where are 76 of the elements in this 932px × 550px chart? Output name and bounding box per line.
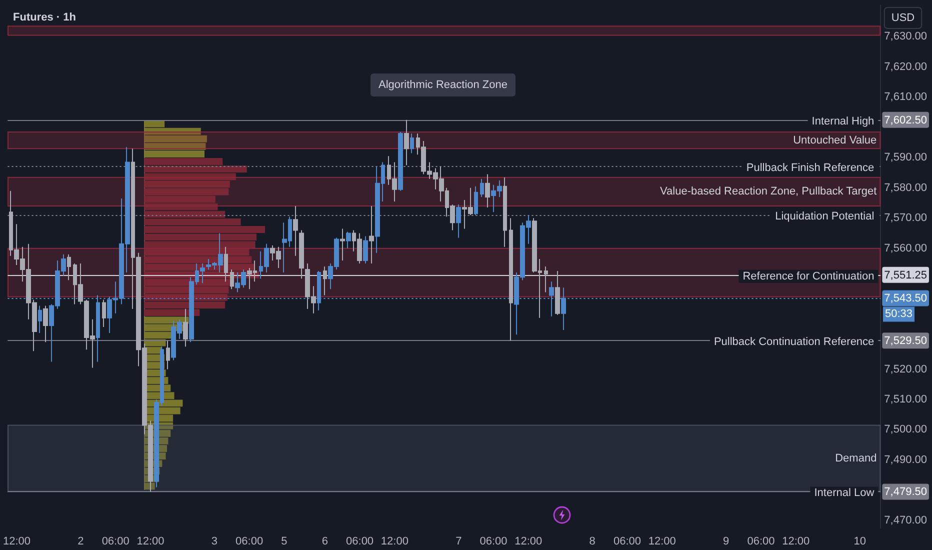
x-tick-label: 3 xyxy=(211,536,218,548)
x-tick-label: 7 xyxy=(456,536,462,548)
x-tick-label: 12:00 xyxy=(514,536,542,548)
x-tick-label: 12:00 xyxy=(380,536,408,548)
y-tick-label: 7,479.50 xyxy=(884,486,928,498)
x-tick-label: 06:00 xyxy=(747,536,775,548)
y-tick-label: 7,630.00 xyxy=(884,30,928,43)
candlestick xyxy=(503,176,507,248)
candlestick xyxy=(43,305,48,343)
x-tick-label: 9 xyxy=(723,536,730,548)
x-tick-label: 8 xyxy=(589,536,596,548)
x-tick-label: 06:00 xyxy=(102,536,130,548)
band-label: Value-based Reaction Zone, Pullback Target xyxy=(660,186,877,198)
x-tick-label: 12:00 xyxy=(782,536,810,548)
band-label: Demand xyxy=(835,452,877,464)
candlestick xyxy=(230,269,234,290)
ref-line-label: Internal Low xyxy=(814,487,874,500)
candlestick xyxy=(544,266,548,293)
candlestick xyxy=(363,236,368,264)
y-axis-title: USD xyxy=(891,12,915,24)
candlestick xyxy=(480,178,484,198)
x-tick-label: 06:00 xyxy=(346,536,374,548)
y-tick-label: 7,529.50 xyxy=(884,335,928,348)
candlestick xyxy=(340,228,345,261)
candlestick xyxy=(102,299,106,328)
y-tick-label: 7,570.00 xyxy=(884,212,928,224)
candlestick xyxy=(456,204,461,238)
band-label: Untouched Value xyxy=(793,134,877,146)
candlestick xyxy=(183,308,188,348)
y-tick-label: 7,520.00 xyxy=(884,363,928,376)
candlestick xyxy=(38,305,42,334)
candlestick xyxy=(346,231,351,249)
text: 50:33 xyxy=(885,308,913,320)
x-tick-label: 12:00 xyxy=(136,536,164,548)
candlestick xyxy=(485,174,490,208)
ref-line-label: Pullback Finish Reference xyxy=(746,162,874,174)
x-tick-label: 5 xyxy=(281,536,288,548)
y-tick-label: 7,580.00 xyxy=(884,182,928,194)
candlestick xyxy=(398,131,403,192)
ref-line-label: Internal High xyxy=(812,115,874,128)
candlestick xyxy=(224,246,228,282)
candlestick xyxy=(369,206,374,264)
candlestick xyxy=(509,218,513,342)
y-tick-label: 7,510.00 xyxy=(884,394,928,406)
ref-line-label: Reference for Continuation xyxy=(742,270,874,282)
candlestick xyxy=(299,230,304,280)
candlestick xyxy=(404,119,409,166)
annotation: Algorithmic Reaction Zone xyxy=(378,79,508,91)
x-tick-label: 06:00 xyxy=(236,536,264,548)
candlestick xyxy=(67,254,71,281)
y-tick-label: 7,610.00 xyxy=(884,91,928,104)
y-tick-label: 7,620.00 xyxy=(884,60,928,73)
text: Futures · 1h xyxy=(13,12,76,24)
y-tick-label: 7,543.50 xyxy=(884,292,928,305)
x-tick-label: 06:00 xyxy=(613,536,642,548)
candlestick xyxy=(323,266,327,296)
x-tick-label: 12:00 xyxy=(2,536,31,548)
x-tick-label: 06:00 xyxy=(480,536,508,548)
candlestick xyxy=(410,132,414,154)
y-tick-label: 7,490.00 xyxy=(884,454,928,466)
y-tick-label: 7,560.00 xyxy=(884,242,928,254)
candlestick xyxy=(555,270,560,316)
ref-line-label: Pullback Continuation Reference xyxy=(714,336,874,348)
x-tick-label: 2 xyxy=(78,536,84,548)
candlestick xyxy=(293,206,298,256)
x-tick-label: 12:00 xyxy=(648,536,676,548)
y-tick-label: 7,602.50 xyxy=(884,114,928,126)
x-tick-label: 10 xyxy=(854,536,866,548)
ref-line-label: Liquidation Potential xyxy=(775,210,874,223)
candlestick xyxy=(166,340,170,370)
y-tick-label: 7,590.00 xyxy=(884,152,928,164)
candlestick xyxy=(474,186,478,216)
y-tick-label: 7,500.00 xyxy=(884,424,928,436)
y-tick-label: 7,470.00 xyxy=(884,514,928,526)
x-tick-label: 6 xyxy=(322,536,328,548)
y-tick-label: 7,551.25 xyxy=(884,269,928,282)
